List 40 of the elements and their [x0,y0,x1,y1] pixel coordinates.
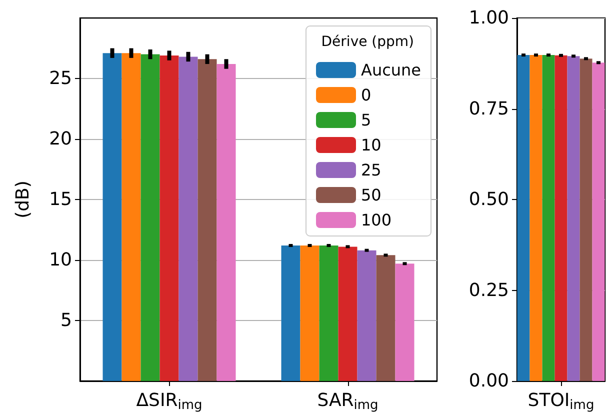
y-tick-label: 25 [49,68,72,89]
legend-label: Aucune [360,60,422,80]
bar [517,55,530,381]
y-tick-label: 10 [49,250,72,270]
bar [216,64,236,381]
y-tick-label: 1.00 [468,8,509,28]
bar [198,59,217,381]
bar [178,56,198,381]
bar [376,255,396,381]
legend-title: Dérive (ppm) [321,34,414,50]
bar [102,53,122,381]
bar [567,56,580,381]
y-tick-label: 0.25 [468,280,509,301]
y-tick-label: 5 [60,310,72,331]
bar [300,245,320,381]
bar [542,55,555,381]
y-tick-label: 0.00 [468,370,509,392]
bar [160,56,179,381]
legend-label: 50 [360,186,382,204]
bar [357,250,376,381]
bar [580,58,592,381]
bar [338,246,358,381]
y-tick-label: 0.50 [468,189,509,210]
bar [319,245,338,381]
bar [122,53,141,381]
y-axis-title: (dB) [12,180,34,218]
legend-label: 5 [360,110,372,130]
bar [554,55,568,381]
bar [395,264,414,381]
bar [530,55,542,381]
y-tick-label: 0.75 [468,98,509,120]
legend-label: 100 [360,210,392,230]
y-tick-label: 15 [49,189,72,210]
legend-label: 0 [360,86,372,104]
bar [281,245,300,381]
bar [140,54,160,381]
bar [592,62,605,381]
legend-label: 10 [360,136,382,154]
y-tick-label: 20 [49,128,72,150]
legend-label: 25 [360,160,382,180]
